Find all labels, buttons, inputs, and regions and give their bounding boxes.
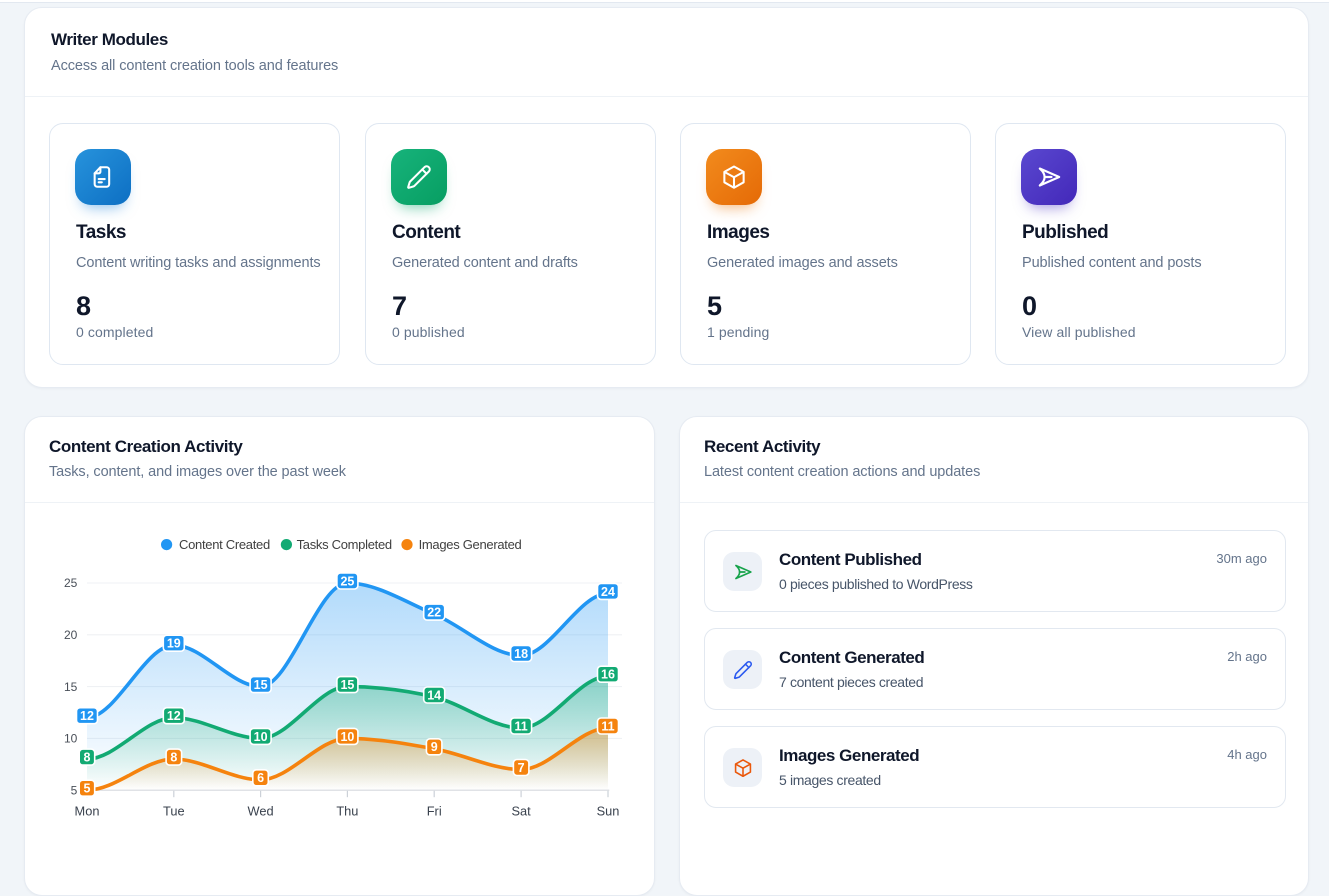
svg-text:Images Generated: Images Generated bbox=[419, 537, 522, 552]
svg-text:Sun: Sun bbox=[597, 804, 620, 819]
svg-text:24: 24 bbox=[601, 585, 615, 599]
svg-text:7: 7 bbox=[518, 761, 525, 775]
svg-text:11: 11 bbox=[514, 719, 527, 733]
svg-text:19: 19 bbox=[167, 637, 181, 651]
svg-text:Content Created: Content Created bbox=[179, 537, 270, 552]
svg-text:25: 25 bbox=[340, 574, 354, 588]
svg-text:10: 10 bbox=[254, 730, 268, 744]
svg-text:Tue: Tue bbox=[163, 804, 185, 819]
svg-text:15: 15 bbox=[340, 678, 354, 692]
svg-text:14: 14 bbox=[427, 688, 441, 702]
svg-text:8: 8 bbox=[170, 751, 177, 765]
svg-text:25: 25 bbox=[64, 576, 78, 590]
svg-text:20: 20 bbox=[64, 628, 78, 642]
svg-text:Thu: Thu bbox=[336, 804, 358, 819]
svg-text:5: 5 bbox=[71, 783, 78, 797]
svg-text:16: 16 bbox=[601, 668, 615, 682]
svg-text:10: 10 bbox=[340, 730, 354, 744]
svg-text:5: 5 bbox=[84, 782, 91, 796]
svg-text:9: 9 bbox=[431, 740, 438, 754]
svg-text:10: 10 bbox=[64, 732, 78, 746]
svg-text:Fri: Fri bbox=[427, 804, 442, 819]
svg-text:Mon: Mon bbox=[75, 804, 100, 819]
svg-text:6: 6 bbox=[257, 771, 264, 785]
svg-text:Tasks Completed: Tasks Completed bbox=[297, 537, 392, 552]
svg-text:12: 12 bbox=[80, 709, 94, 723]
svg-text:15: 15 bbox=[254, 678, 268, 692]
svg-text:22: 22 bbox=[427, 606, 441, 620]
svg-text:Wed: Wed bbox=[248, 804, 274, 819]
svg-text:11: 11 bbox=[601, 719, 614, 733]
svg-text:18: 18 bbox=[514, 647, 528, 661]
svg-text:12: 12 bbox=[167, 709, 181, 723]
svg-text:15: 15 bbox=[64, 680, 78, 694]
svg-text:8: 8 bbox=[84, 751, 91, 765]
svg-text:Sat: Sat bbox=[511, 804, 531, 819]
